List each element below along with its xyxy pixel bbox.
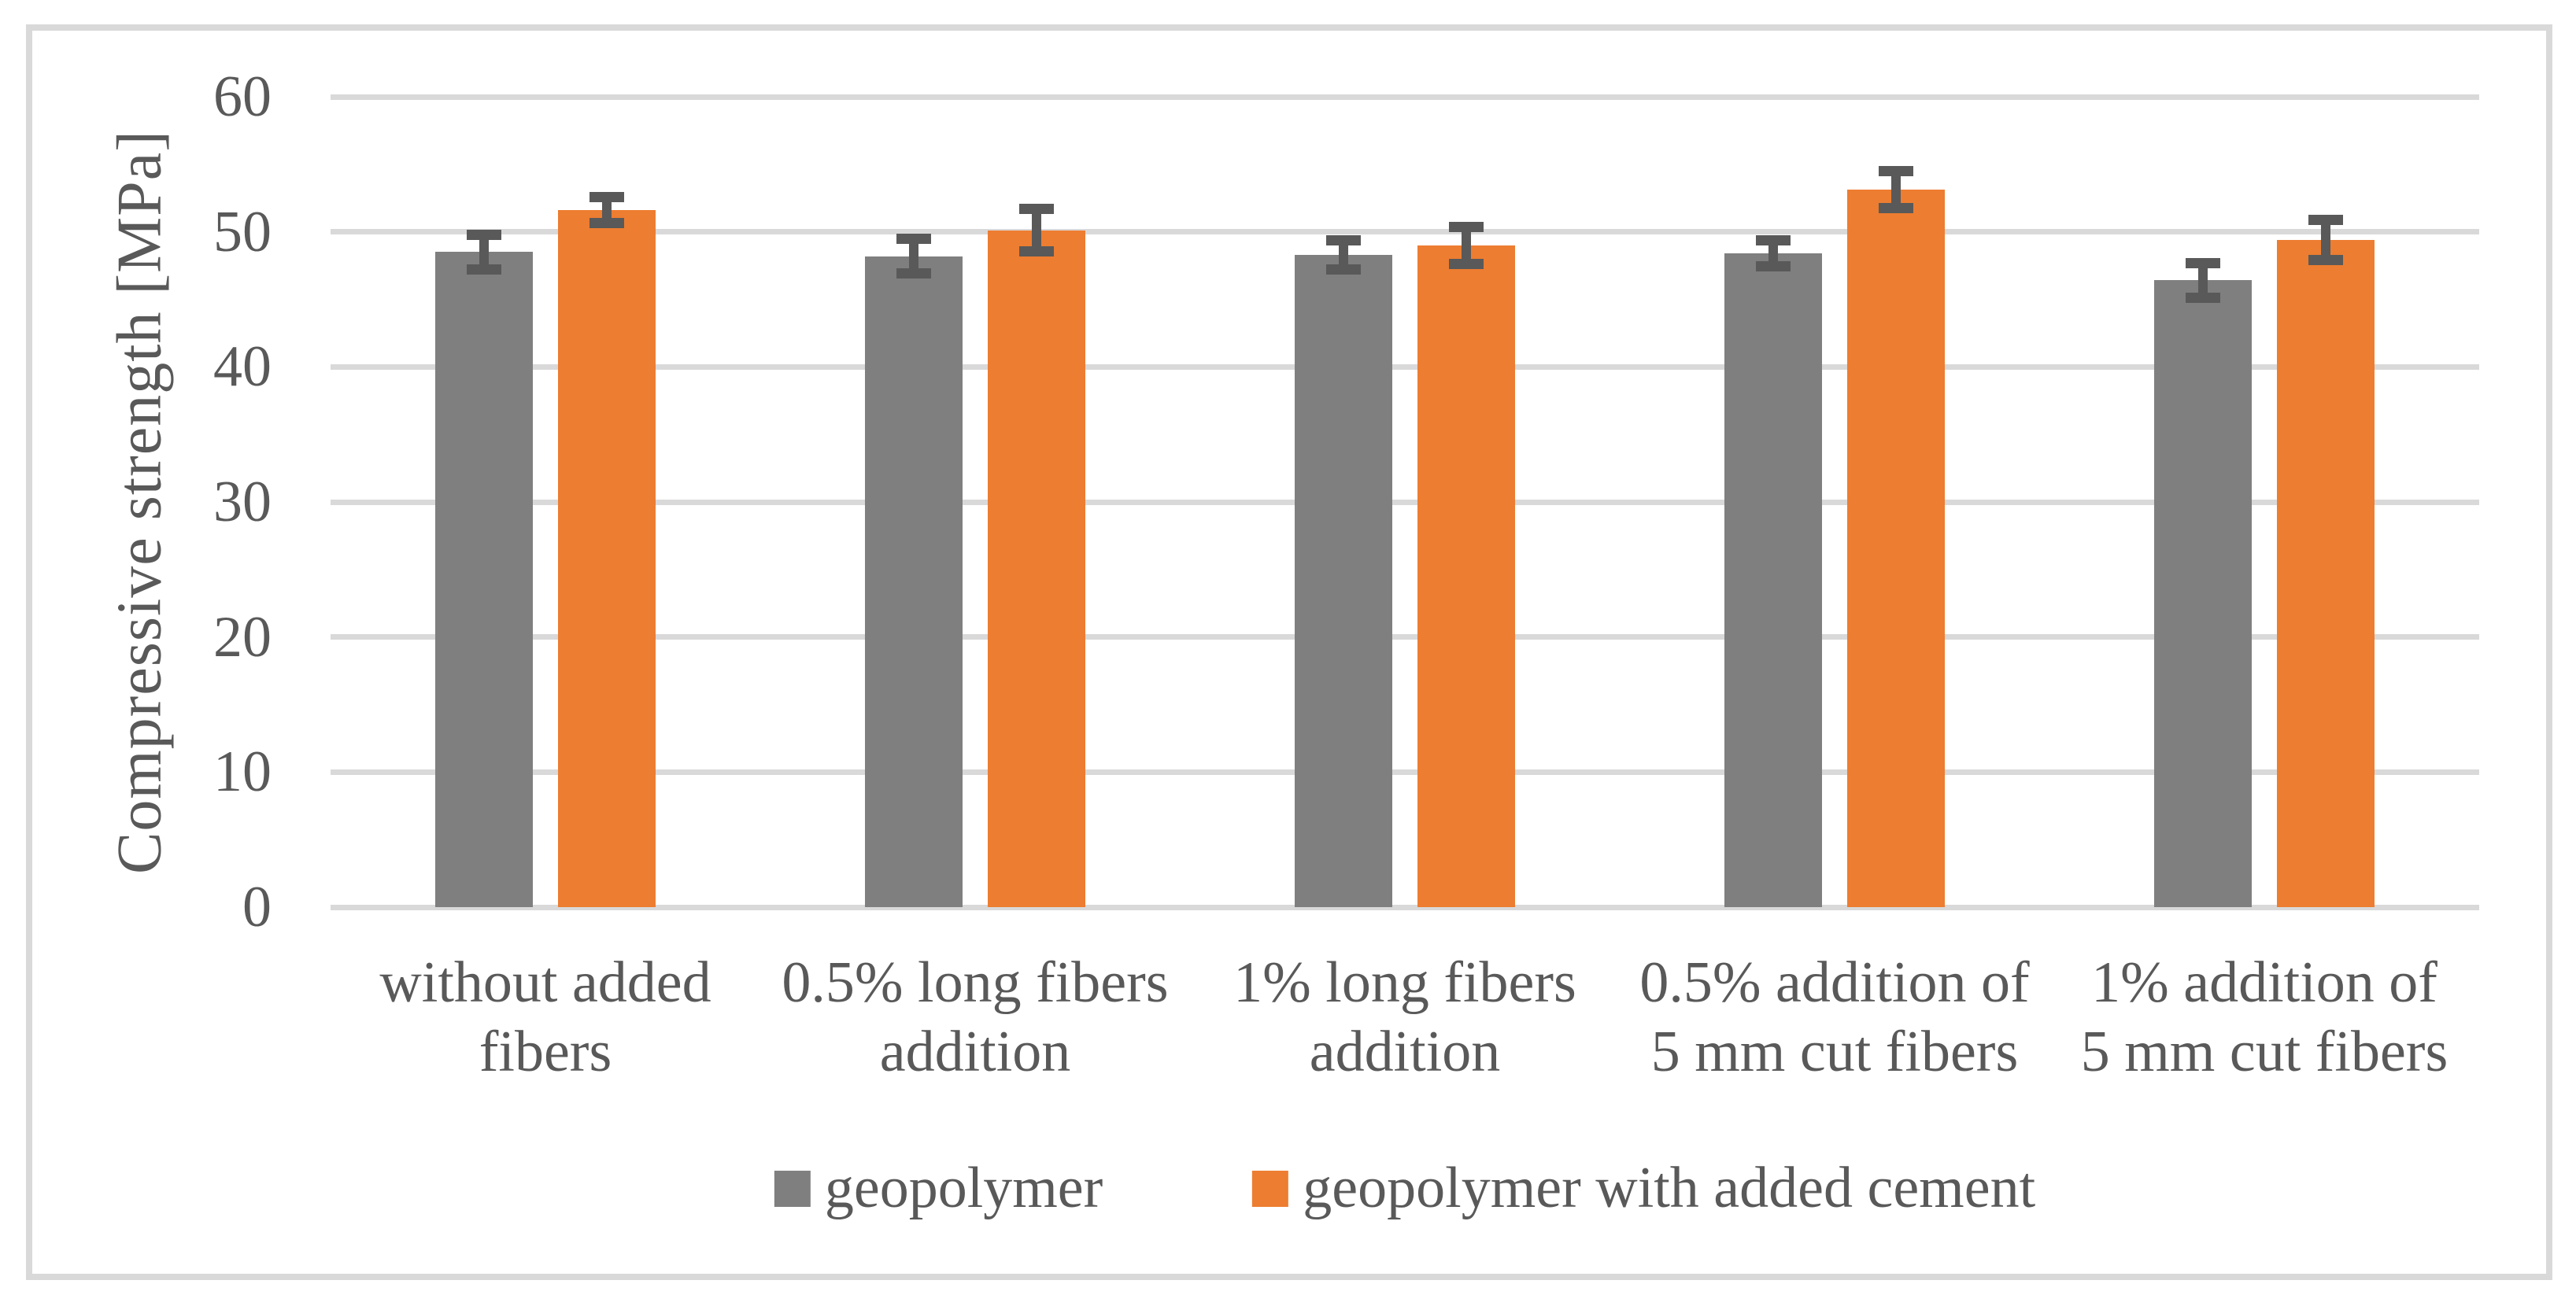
y-tick-label: 10 (213, 740, 272, 805)
legend-label: geopolymer with added cement (1303, 1156, 2036, 1220)
category-label: 0.5% addition of 5 mm cut fibers (1639, 950, 2030, 1084)
gridline (331, 904, 2479, 910)
legend: geopolymer geopolymer with added cement (774, 1155, 2035, 1222)
y-tick-label: 50 (213, 199, 272, 264)
error-bar-cap-bottom (1449, 258, 1484, 269)
y-tick-label: 0 (242, 875, 272, 939)
legend-swatch-icon (774, 1170, 811, 1207)
bar-geopolymer-1 (865, 256, 963, 907)
bar-geopolymer-4 (2154, 280, 2252, 907)
error-bar-cap-bottom (896, 267, 931, 279)
legend-swatch-icon (1252, 1170, 1289, 1207)
error-bar-cap-bottom (2308, 254, 2343, 265)
error-bar-cap-top (1019, 204, 1054, 215)
error-bar-cap-top (1756, 234, 1791, 245)
bar-geopolymer-with-added-cement-0 (558, 210, 656, 907)
legend-item: geopolymer with added cement (1252, 1155, 2035, 1222)
error-bar-stem (1768, 239, 1778, 267)
error-bar-cap-bottom (1756, 261, 1791, 272)
gridline (331, 363, 2479, 370)
error-bar-cap-top (1879, 166, 1913, 177)
bar-geopolymer-3 (1724, 253, 1822, 907)
category-label: 1% addition of 5 mm cut fibers (2080, 950, 2448, 1084)
error-bar-cap-bottom (2186, 292, 2220, 303)
gridline (331, 499, 2479, 505)
gridline (331, 94, 2479, 100)
error-bar-cap-bottom (589, 218, 624, 229)
error-bar-cap-top (1449, 221, 1484, 232)
figure-border (26, 24, 2552, 1280)
legend-item: geopolymer (774, 1155, 1103, 1222)
y-tick-label: 40 (213, 334, 272, 400)
category-label: 0.5% long fibers addition (782, 950, 1169, 1084)
bar-geopolymer-2 (1295, 254, 1392, 907)
error-bar-stem (2321, 220, 2330, 260)
gridline (331, 769, 2479, 775)
error-bar-cap-top (896, 234, 931, 245)
error-bar-cap-top (2186, 258, 2220, 269)
category-label: without added fibers (379, 950, 711, 1084)
error-bar-cap-bottom (1879, 203, 1913, 214)
error-bar-stem (909, 238, 918, 274)
bar-geopolymer-with-added-cement-4 (2277, 239, 2375, 907)
error-bar-stem (1891, 171, 1901, 209)
error-bar-cap-bottom (1326, 264, 1361, 275)
y-tick-label: 30 (213, 470, 272, 534)
gridline (331, 634, 2479, 640)
bar-geopolymer-with-added-cement-1 (988, 230, 1085, 907)
error-bar-stem (2198, 263, 2208, 298)
bar-geopolymer-0 (435, 252, 533, 907)
error-bar-cap-top (467, 230, 501, 241)
error-bar-stem (1339, 239, 1348, 270)
gridline (331, 229, 2479, 235)
legend-label: geopolymer (824, 1156, 1103, 1220)
y-tick-label: 60 (213, 65, 272, 129)
error-bar-cap-top (1326, 234, 1361, 245)
error-bar-cap-top (589, 192, 624, 203)
error-bar-stem (1462, 226, 1471, 264)
error-bar-cap-bottom (467, 264, 501, 275)
bar-geopolymer-with-added-cement-3 (1847, 190, 1945, 907)
error-bar-stem (1032, 208, 1041, 253)
error-bar-cap-bottom (1019, 246, 1054, 257)
category-label: 1% long fibers addition (1233, 950, 1576, 1084)
y-tick-label: 20 (213, 604, 272, 670)
bar-geopolymer-with-added-cement-2 (1417, 245, 1515, 907)
error-bar-stem (479, 234, 489, 270)
error-bar-stem (602, 197, 612, 224)
error-bar-cap-top (2308, 215, 2343, 226)
